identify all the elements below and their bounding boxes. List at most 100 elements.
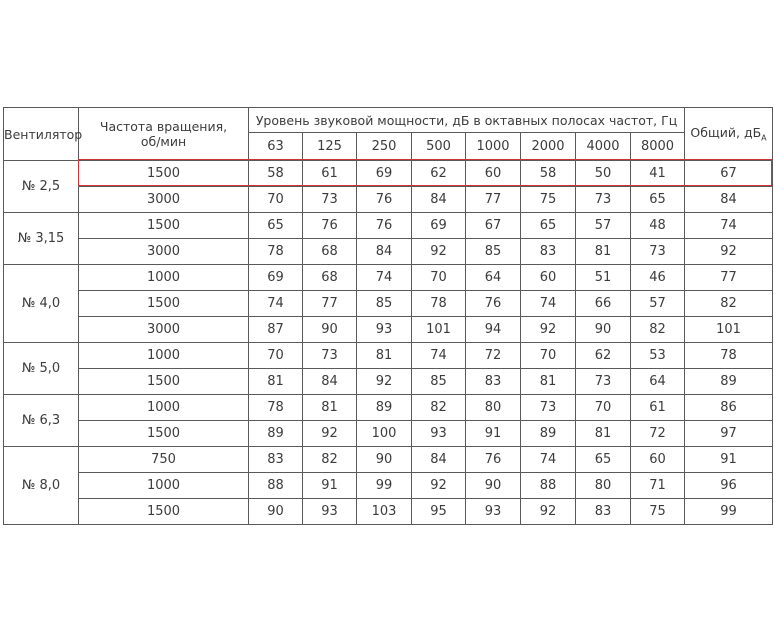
value-cell: 78 bbox=[248, 394, 303, 421]
value-cell: 77 bbox=[684, 264, 774, 291]
data-row: 3000 70 73 76 84 77 75 73 65 84 bbox=[4, 186, 774, 213]
value-cell: 76 bbox=[465, 290, 521, 317]
value-cell: 72 bbox=[465, 342, 521, 369]
value-cell: 87 bbox=[248, 316, 303, 343]
value-cell: 67 bbox=[465, 212, 521, 239]
speed-cell: 3000 bbox=[78, 238, 249, 265]
band-row: 63 125 250 500 1000 2000 4000 8000 bbox=[4, 132, 773, 161]
fan-cell: № 3,15 bbox=[3, 212, 79, 265]
value-cell: 67 bbox=[684, 160, 774, 187]
speed-cell: 1500 bbox=[78, 420, 249, 447]
value-cell: 65 bbox=[248, 212, 303, 239]
speed-cell: 1500 bbox=[78, 498, 249, 525]
value-cell: 73 bbox=[575, 368, 631, 395]
value-cell: 57 bbox=[575, 212, 631, 239]
value-cell: 93 bbox=[356, 316, 412, 343]
speed-cell: 1000 bbox=[78, 472, 249, 499]
speed-cell: 3000 bbox=[78, 186, 249, 213]
value-cell: 58 bbox=[248, 160, 303, 187]
value-cell: 85 bbox=[411, 368, 466, 395]
speed-header-text: Частота вращения, об/мин bbox=[99, 119, 228, 149]
value-cell: 83 bbox=[465, 368, 521, 395]
speed-cell: 1500 bbox=[78, 212, 249, 239]
value-cell: 82 bbox=[629, 316, 686, 343]
fan-cell: № 5,0 bbox=[3, 342, 79, 395]
value-cell: 80 bbox=[575, 472, 631, 499]
value-cell: 70 bbox=[248, 186, 303, 213]
value-cell: 91 bbox=[465, 420, 521, 447]
value-cell: 90 bbox=[302, 316, 357, 343]
value-cell: 62 bbox=[575, 342, 631, 369]
data-row: 1500 90 93 103 95 93 92 83 75 99 bbox=[4, 498, 774, 525]
value-cell: 82 bbox=[684, 290, 774, 317]
fan-cell: № 6,3 bbox=[3, 394, 79, 447]
value-cell: 89 bbox=[684, 368, 774, 395]
data-row: 1500 74 77 85 78 76 74 66 57 82 bbox=[4, 290, 774, 317]
data-row: 1000 88 91 99 92 90 88 80 71 96 bbox=[4, 472, 774, 499]
value-cell: 46 bbox=[629, 264, 686, 291]
value-cell: 77 bbox=[465, 186, 521, 213]
value-cell: 73 bbox=[302, 186, 357, 213]
data-row: № 4,0 1000 69 68 74 70 64 60 51 46 77 bbox=[3, 264, 774, 343]
value-cell: 83 bbox=[575, 498, 631, 525]
total-header-text: Общий, дБ bbox=[690, 125, 762, 141]
value-cell: 92 bbox=[520, 316, 576, 343]
value-cell: 65 bbox=[575, 446, 631, 473]
value-cell: 80 bbox=[465, 394, 521, 421]
value-cell: 84 bbox=[411, 186, 466, 213]
value-cell: 83 bbox=[520, 238, 576, 265]
value-cell: 72 bbox=[629, 420, 686, 447]
noise-table: Вентилятор Частота вращения, об/мин Уров… bbox=[3, 107, 774, 525]
total-header-sub: A bbox=[761, 133, 767, 143]
value-cell: 70 bbox=[575, 394, 631, 421]
value-cell: 81 bbox=[248, 368, 303, 395]
value-cell: 92 bbox=[411, 472, 466, 499]
fan-cell: № 2,5 bbox=[3, 160, 79, 213]
value-cell: 85 bbox=[356, 290, 412, 317]
value-cell: 84 bbox=[356, 238, 412, 265]
data-row: № 6,3 1000 78 81 89 82 80 73 70 61 86 bbox=[3, 394, 774, 447]
value-cell: 89 bbox=[356, 394, 412, 421]
table-head: Вентилятор Частота вращения, об/мин Уров… bbox=[3, 107, 774, 161]
speed-cell: 1000 bbox=[78, 342, 249, 369]
speed-cell: 1500 bbox=[78, 160, 249, 187]
value-cell: 101 bbox=[684, 316, 774, 343]
value-cell: 99 bbox=[684, 498, 774, 525]
data-row: 1500 89 92 100 93 91 89 81 72 97 bbox=[4, 420, 774, 447]
value-cell: 101 bbox=[411, 316, 466, 343]
value-cell: 74 bbox=[520, 446, 576, 473]
header-row: Вентилятор Частота вращения, об/мин Уров… bbox=[3, 107, 774, 161]
value-cell: 81 bbox=[302, 394, 357, 421]
value-cell: 75 bbox=[629, 498, 686, 525]
value-cell: 74 bbox=[248, 290, 303, 317]
value-cell: 81 bbox=[575, 238, 631, 265]
value-cell: 92 bbox=[411, 238, 466, 265]
value-cell: 68 bbox=[302, 264, 357, 291]
value-cell: 92 bbox=[684, 238, 774, 265]
fan-cell: № 4,0 bbox=[3, 264, 79, 343]
band-header: 2000 bbox=[520, 132, 576, 161]
value-cell: 92 bbox=[356, 368, 412, 395]
value-cell: 51 bbox=[575, 264, 631, 291]
band-header: 63 bbox=[248, 132, 303, 161]
value-cell: 96 bbox=[684, 472, 774, 499]
value-cell: 103 bbox=[356, 498, 412, 525]
value-cell: 61 bbox=[302, 160, 357, 187]
value-cell: 95 bbox=[411, 498, 466, 525]
speed-cell: 1500 bbox=[78, 290, 249, 317]
value-cell: 88 bbox=[248, 472, 303, 499]
data-row: 3000 78 68 84 92 85 83 81 73 92 bbox=[4, 238, 774, 265]
value-cell: 84 bbox=[302, 368, 357, 395]
value-cell: 53 bbox=[629, 342, 686, 369]
value-cell: 60 bbox=[629, 446, 686, 473]
value-cell: 65 bbox=[520, 212, 576, 239]
data-row: № 3,15 1500 65 76 76 69 67 65 57 48 74 bbox=[3, 212, 774, 265]
value-cell: 57 bbox=[629, 290, 686, 317]
value-cell: 64 bbox=[465, 264, 521, 291]
value-cell: 69 bbox=[356, 160, 412, 187]
value-cell: 74 bbox=[356, 264, 412, 291]
fan-cell: № 8,0 bbox=[3, 446, 79, 525]
value-cell: 81 bbox=[520, 368, 576, 395]
value-cell: 70 bbox=[411, 264, 466, 291]
value-cell: 81 bbox=[356, 342, 412, 369]
